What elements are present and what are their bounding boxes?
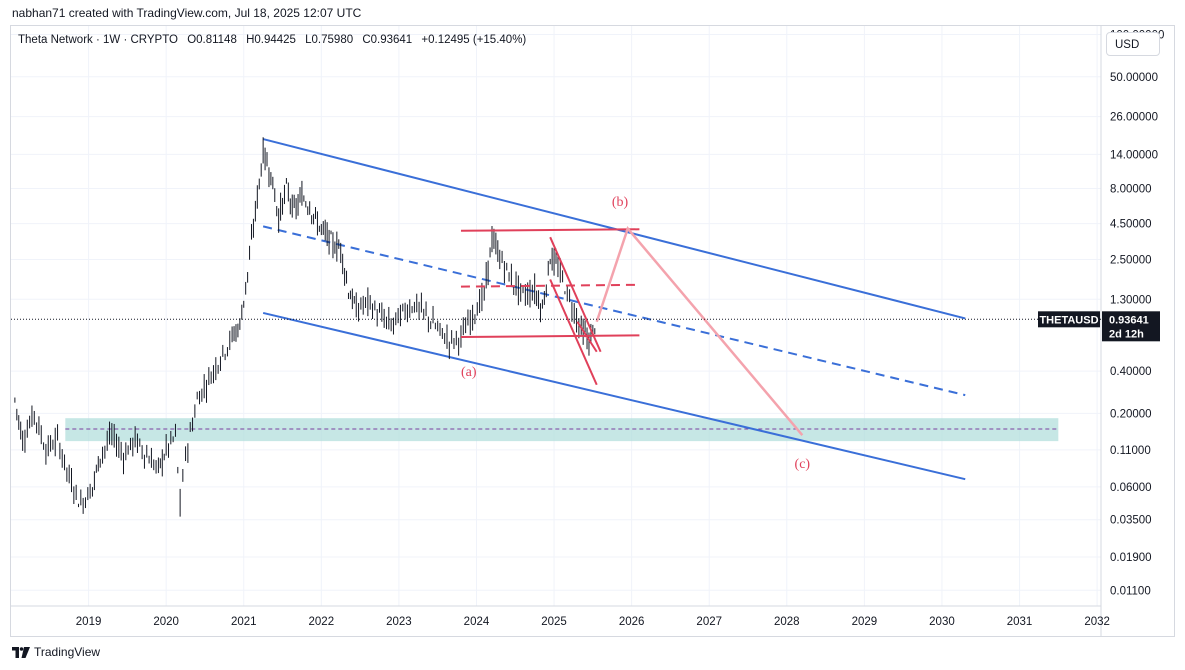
wedge-lower-line[interactable] (549, 279, 598, 386)
price-tag[interactable] (1102, 311, 1160, 342)
symbol-legend: Theta Network · 1W · CRYPTO O0.81148 H0.… (18, 34, 532, 46)
x-tick-label: 2029 (852, 616, 878, 628)
y-tick-label: 2.50000 (1110, 254, 1152, 266)
high-value: H0.94425 (246, 34, 296, 46)
projection-path[interactable] (595, 226, 804, 436)
wedge-apex-line[interactable] (576, 321, 598, 353)
x-tick-label: 2032 (1084, 616, 1110, 628)
triangle-upper-line[interactable] (460, 228, 640, 232)
triangle-lower-line[interactable] (460, 334, 640, 339)
price-tag-value: 0.93641 (1109, 314, 1149, 326)
chart-caption: nabhan71 created with TradingView.com, J… (12, 6, 362, 20)
y-tick-label: 0.11000 (1110, 445, 1151, 457)
footer-brand-label: TradingView (34, 645, 101, 659)
footer-brand[interactable]: TradingView (12, 645, 100, 659)
x-tick-label: 2022 (309, 616, 335, 628)
currency-button[interactable]: USD (1106, 32, 1160, 56)
x-tick-label: 2030 (929, 616, 955, 628)
y-tick-label: 0.01900 (1110, 552, 1152, 564)
close-value: C0.93641 (362, 34, 413, 46)
x-tick-label: 2031 (1007, 616, 1033, 628)
wave-label: (c) (795, 457, 811, 472)
x-tick-label: 2026 (619, 616, 645, 628)
low-value: L0.75980 (305, 34, 354, 46)
y-tick-label: 0.40000 (1110, 366, 1152, 378)
y-tick-label: 50.00000 (1110, 72, 1158, 84)
wedge-upper-line[interactable] (549, 236, 602, 353)
wave-label: (a) (461, 365, 477, 380)
y-tick-label: 1.30000 (1110, 294, 1152, 306)
x-tick-label: 2020 (153, 616, 179, 628)
wave-label: (b) (612, 195, 629, 210)
x-tick-label: 2024 (464, 616, 490, 628)
y-tick-label: 0.01100 (1110, 585, 1151, 597)
open-value: O0.81148 (187, 34, 237, 46)
y-tick-label: 0.06000 (1110, 482, 1152, 494)
x-tick-label: 2027 (696, 616, 722, 628)
y-tick-label: 0.20000 (1110, 408, 1152, 420)
x-tick-label: 2025 (541, 616, 567, 628)
x-tick-label: 2021 (231, 616, 257, 628)
tradingview-logo-icon (12, 646, 30, 658)
x-tick-label: 2023 (386, 616, 412, 628)
support-zone[interactable] (65, 418, 1059, 442)
chart-frame (10, 25, 1175, 637)
ticker-tag-label: THETAUSD (1039, 314, 1098, 326)
symbol-label[interactable]: Theta Network · 1W · CRYPTO (18, 34, 178, 46)
change-value: +0.12495 (+15.40%) (421, 34, 527, 46)
y-tick-label: 14.00000 (1110, 149, 1158, 161)
channel-lower-line[interactable] (262, 311, 966, 481)
x-tick-label: 2028 (774, 616, 800, 628)
y-tick-label: 8.00000 (1110, 184, 1152, 196)
ticker-tag[interactable] (1038, 311, 1100, 328)
y-tick-label: 0.03500 (1110, 515, 1152, 527)
y-tick-label: 26.00000 (1110, 112, 1158, 124)
price-tag-countdown: 2d 12h (1109, 328, 1144, 340)
channel-mid-line[interactable] (262, 225, 966, 397)
y-tick-label: 4.50000 (1110, 219, 1152, 231)
x-tick-label: 2019 (76, 616, 102, 628)
